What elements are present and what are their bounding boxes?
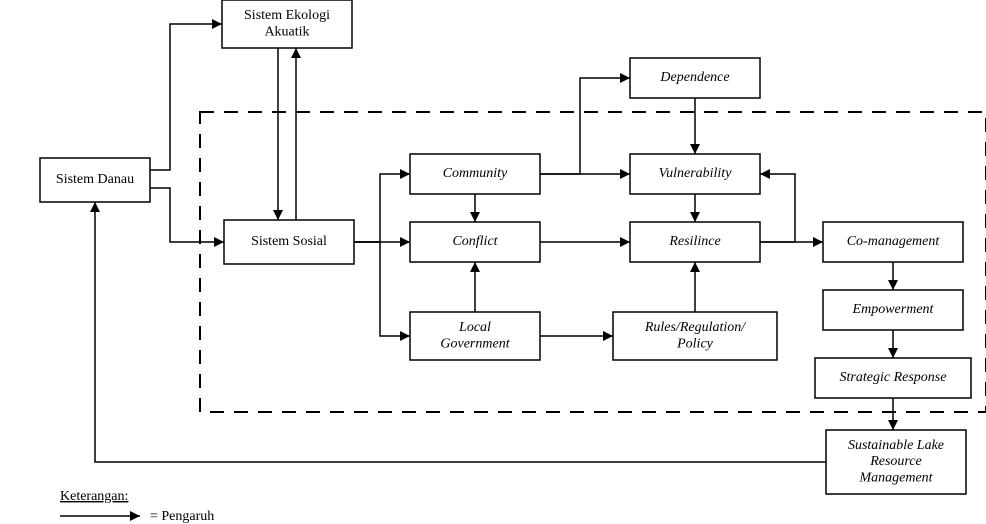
node-community: Community bbox=[410, 154, 540, 194]
node-label: Conflict bbox=[452, 234, 498, 249]
node-vulnerability: Vulnerability bbox=[630, 154, 760, 194]
node-local-gov: LocalGovernment bbox=[410, 312, 540, 360]
node-label: Sustainable Lake bbox=[848, 438, 944, 453]
node-label: Co-management bbox=[847, 234, 941, 249]
node-label: Community bbox=[443, 166, 508, 181]
legend-pengaruh: = Pengaruh bbox=[150, 509, 214, 524]
node-label: Management bbox=[858, 470, 933, 485]
node-sistem-danau: Sistem Danau bbox=[40, 158, 150, 202]
node-label: Resilince bbox=[668, 234, 720, 249]
edge-danau-to-sosial bbox=[150, 188, 224, 242]
node-label: Resource bbox=[869, 454, 922, 469]
node-label: Empowerment bbox=[852, 302, 935, 317]
node-dependence: Dependence bbox=[630, 58, 760, 98]
node-label: Policy bbox=[676, 336, 714, 351]
edge-community-to-dep bbox=[540, 78, 630, 174]
edge-danau-to-ekologi bbox=[150, 24, 222, 170]
node-label: Vulnerability bbox=[659, 166, 733, 181]
node-rules: Rules/Regulation/Policy bbox=[613, 312, 777, 360]
node-strategic: Strategic Response bbox=[815, 358, 971, 398]
node-empowerment: Empowerment bbox=[823, 290, 963, 330]
node-label: Sistem Danau bbox=[56, 172, 134, 187]
edge-sosial-to-localgov bbox=[354, 242, 410, 336]
edge-sosial-to-community bbox=[354, 174, 410, 242]
edge-resil-to-vuln-right bbox=[760, 174, 795, 242]
node-label: Strategic Response bbox=[840, 370, 947, 385]
node-label: Dependence bbox=[659, 70, 729, 85]
node-label: Government bbox=[440, 336, 510, 351]
node-sustainable: Sustainable LakeResourceManagement bbox=[826, 430, 966, 494]
node-label: Sistem Ekologi bbox=[244, 8, 330, 23]
node-sistem-ekologi: Sistem EkologiAkuatik bbox=[222, 0, 352, 48]
node-sistem-sosial: Sistem Sosial bbox=[224, 220, 354, 264]
node-label: Rules/Regulation/ bbox=[644, 320, 746, 335]
node-co-mgmt: Co-management bbox=[823, 222, 963, 262]
node-resilince: Resilince bbox=[630, 222, 760, 262]
node-conflict: Conflict bbox=[410, 222, 540, 262]
node-label: Sistem Sosial bbox=[251, 234, 327, 249]
legend-title: Keterangan: bbox=[60, 489, 128, 504]
node-label: Akuatik bbox=[264, 24, 309, 39]
node-label: Local bbox=[458, 320, 491, 335]
